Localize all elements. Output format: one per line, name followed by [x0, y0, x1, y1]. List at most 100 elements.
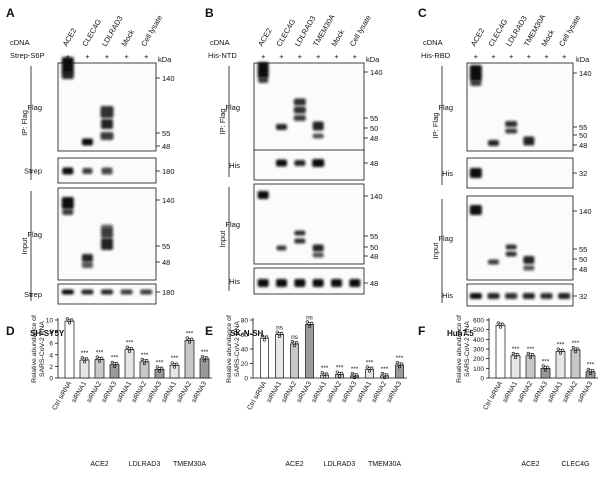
blot-band — [101, 228, 113, 238]
section-label: Input — [20, 237, 29, 255]
blot-band — [312, 279, 324, 287]
significance-mark: *** — [527, 346, 535, 353]
marker-label: 48 — [162, 142, 170, 151]
section-label: Input — [218, 230, 227, 248]
data-point — [67, 321, 72, 325]
blot-band — [62, 209, 74, 215]
plus-mark: + — [105, 52, 110, 61]
bar — [395, 364, 404, 379]
data-point — [501, 322, 505, 326]
plus-mark: + — [144, 52, 149, 61]
blot-strip — [466, 283, 574, 307]
y-tick-label: 300 — [473, 347, 484, 354]
y-tick-label: 400 — [473, 337, 484, 344]
bar — [510, 355, 521, 379]
blot-band — [62, 167, 74, 175]
antibody-label: His — [442, 169, 453, 178]
bar — [139, 361, 150, 379]
blot-band — [488, 140, 499, 146]
data-point — [80, 356, 84, 360]
panel-letter: F — [418, 324, 425, 338]
data-point — [142, 361, 147, 366]
group-label: LDLRAD3 — [129, 461, 161, 468]
plus-mark: + — [544, 52, 549, 61]
plus-mark: + — [527, 52, 532, 61]
plus-mark: + — [261, 52, 266, 61]
blot-strip — [253, 267, 365, 295]
blot-band — [100, 106, 114, 118]
data-point — [335, 370, 339, 374]
marker-label: 55 — [162, 242, 170, 251]
data-point — [200, 354, 204, 359]
section-label: IP: Flag — [20, 110, 29, 136]
marker-label: 50 — [579, 131, 587, 140]
data-point — [320, 371, 324, 375]
blot-band — [523, 265, 535, 271]
marker-label: 50 — [370, 243, 378, 252]
plus-mark: + — [509, 52, 514, 61]
data-point — [205, 356, 209, 360]
data-point — [526, 351, 530, 356]
blot-band — [312, 159, 325, 167]
blot-band — [523, 136, 535, 146]
marker-label: 140 — [162, 196, 175, 205]
treatment-label: His-NTD — [208, 51, 237, 60]
significance-mark: *** — [171, 355, 179, 362]
data-point — [541, 364, 545, 368]
blot-band — [505, 128, 518, 134]
blot-band — [101, 289, 113, 295]
blot-strip — [466, 195, 574, 281]
lane-label: ACE2 — [256, 27, 274, 48]
data-point — [528, 355, 533, 360]
data-point — [310, 321, 314, 325]
blot-band — [294, 160, 306, 166]
x-tick-label: siRNA3 — [577, 380, 595, 404]
data-point — [190, 337, 194, 341]
marker-label: 140 — [370, 68, 383, 77]
data-point — [591, 368, 595, 373]
blot-band — [276, 245, 287, 251]
data-point — [265, 335, 269, 339]
blot-band — [469, 205, 482, 215]
blot-band — [293, 106, 306, 114]
marker-label: 55 — [579, 123, 587, 132]
blot-band — [257, 62, 269, 78]
bar — [380, 375, 389, 379]
panel-letter: D — [6, 324, 15, 338]
marker-label: 180 — [162, 167, 175, 176]
significance-mark: *** — [351, 366, 359, 373]
data-point — [370, 366, 374, 370]
panel-letter: A — [6, 6, 15, 20]
x-tick-label: Ctrl siRNA — [246, 380, 268, 411]
blot-band — [312, 121, 324, 131]
blot-band — [257, 191, 269, 199]
data-point — [112, 364, 117, 369]
blot-band — [294, 279, 306, 287]
section-label: IP: Flag — [431, 113, 440, 139]
data-point — [558, 351, 563, 355]
blot-band — [81, 138, 93, 146]
data-point — [97, 359, 102, 363]
panel-letter: B — [205, 6, 214, 20]
plus-mark: + — [85, 52, 90, 61]
bar — [79, 359, 90, 379]
bar — [154, 368, 165, 379]
marker-label: 55 — [579, 245, 587, 254]
blot-band — [331, 279, 342, 287]
lane-label: Cell lysate — [139, 14, 164, 48]
antibody-label: Flag — [225, 220, 240, 229]
significance-mark: ns — [291, 334, 299, 341]
data-point — [586, 367, 590, 371]
data-point — [130, 346, 134, 351]
data-point — [367, 369, 372, 373]
marker-label: 55 — [370, 114, 378, 123]
bar — [275, 334, 284, 379]
significance-mark: *** — [366, 359, 374, 366]
data-point — [340, 371, 344, 375]
significance-mark: ns — [306, 314, 314, 321]
significance-mark: *** — [542, 358, 550, 365]
antibody-label: Flag — [438, 103, 453, 112]
